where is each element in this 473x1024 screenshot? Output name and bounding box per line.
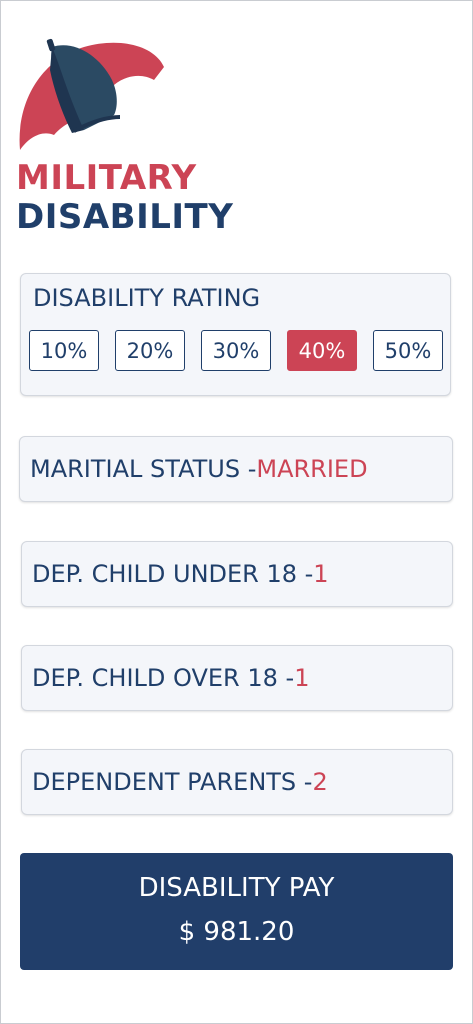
rating-option-20[interactable]: 20% [115,330,185,371]
dep-child-over-18-value: 1 [294,664,310,692]
dep-child-under-18-value: 1 [313,560,329,588]
dep-child-under-18-label: DEP. CHILD UNDER 18 - [32,560,314,588]
rating-options: 10% 20% 30% 40% 50% [29,330,443,371]
dependent-parents-row[interactable]: DEPENDENT PARENTS - 2 [21,749,453,815]
dependent-parents-value: 2 [312,768,328,796]
dep-child-over-18-label: DEP. CHILD OVER 18 - [32,664,295,692]
marital-status-label: MARITIAL STATUS - [30,455,257,483]
disability-pay-title: DISABILITY PAY [138,873,335,903]
brand-title-line2: DISABILITY [16,197,234,237]
disability-pay-amount: $ 981.20 [178,917,295,947]
rating-option-10[interactable]: 10% [29,330,99,371]
marital-status-row[interactable]: MARITIAL STATUS - MARRIED [19,436,453,502]
disability-rating-title: DISABILITY RATING [33,284,261,312]
rating-option-50[interactable]: 50% [373,330,443,371]
rating-option-30[interactable]: 30% [201,330,271,371]
marital-status-value: MARRIED [256,455,368,483]
disability-rating-card: DISABILITY RATING 10% 20% 30% 40% 50% [20,273,451,396]
disability-pay-panel: DISABILITY PAY $ 981.20 [20,853,453,970]
dep-child-under-18-row[interactable]: DEP. CHILD UNDER 18 - 1 [21,541,453,607]
dependent-parents-label: DEPENDENT PARENTS - [32,768,313,796]
dep-child-over-18-row[interactable]: DEP. CHILD OVER 18 - 1 [21,645,453,711]
brand-title-line1: MILITARY [16,158,197,198]
umbrella-logo-icon [19,38,165,151]
rating-option-40[interactable]: 40% [287,330,357,371]
